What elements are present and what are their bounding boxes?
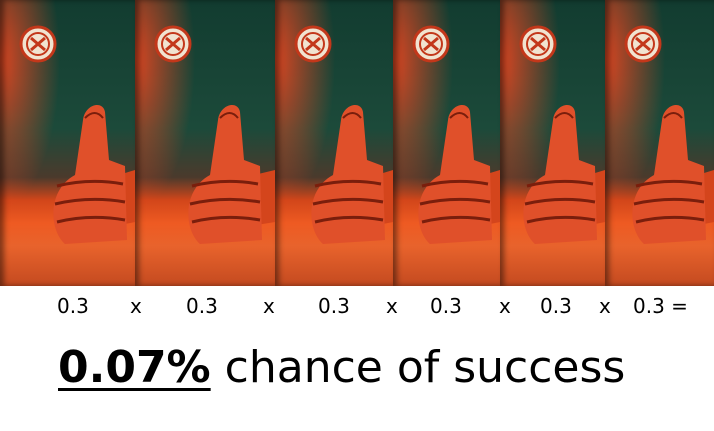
- badge-logo-icon: [519, 25, 557, 63]
- equation-term: 0.3: [186, 294, 218, 318]
- badge-logo-icon: [412, 25, 450, 63]
- thumbs-up-image: [412, 25, 500, 244]
- equation-term: 0.3: [430, 294, 462, 318]
- thumbs-up-hand-icon: [188, 105, 275, 244]
- equation-operator: x: [386, 294, 398, 318]
- thumbs-up-panel: [0, 0, 135, 286]
- equation-operator: x: [599, 294, 611, 318]
- thumbs-up-strip: [0, 0, 714, 286]
- thumbs-up-image: [624, 25, 714, 244]
- thumbs-up-panel: [605, 0, 714, 286]
- percentage-value: 0.07%: [58, 342, 211, 393]
- thumbs-up-image: [19, 25, 135, 244]
- equation-term: 0.3: [318, 294, 350, 318]
- equation-term: 0.3: [540, 294, 572, 318]
- thumbs-up-hand-icon: [523, 105, 605, 244]
- badge-logo-icon: [19, 25, 57, 63]
- equation-operator: x: [130, 294, 142, 318]
- result-text: chance of success: [224, 342, 626, 393]
- badge-logo-icon: [154, 25, 192, 63]
- thumbs-up-panel: [135, 0, 275, 286]
- thumbs-up-panel: [275, 0, 393, 286]
- equation-term: 0.3: [57, 294, 89, 318]
- equation-term: 0.3 =: [633, 294, 688, 318]
- badge-logo-icon: [624, 25, 662, 63]
- thumbs-up-panel: [393, 0, 500, 286]
- thumbs-up-image: [519, 25, 605, 244]
- thumbs-up-hand-icon: [418, 105, 500, 244]
- badge-logo-icon: [294, 25, 332, 63]
- thumbs-up-panel: [500, 0, 605, 286]
- thumbs-up-image: [154, 25, 275, 244]
- success-probability: 0.07% chance of success: [58, 340, 625, 396]
- thumbs-up-hand-icon: [632, 105, 714, 244]
- equation-operator: x: [263, 294, 275, 318]
- thumbs-up-hand-icon: [311, 105, 393, 244]
- thumbs-up-image: [294, 25, 393, 244]
- thumbs-up-hand-icon: [53, 105, 135, 244]
- equation-operator: x: [499, 294, 511, 318]
